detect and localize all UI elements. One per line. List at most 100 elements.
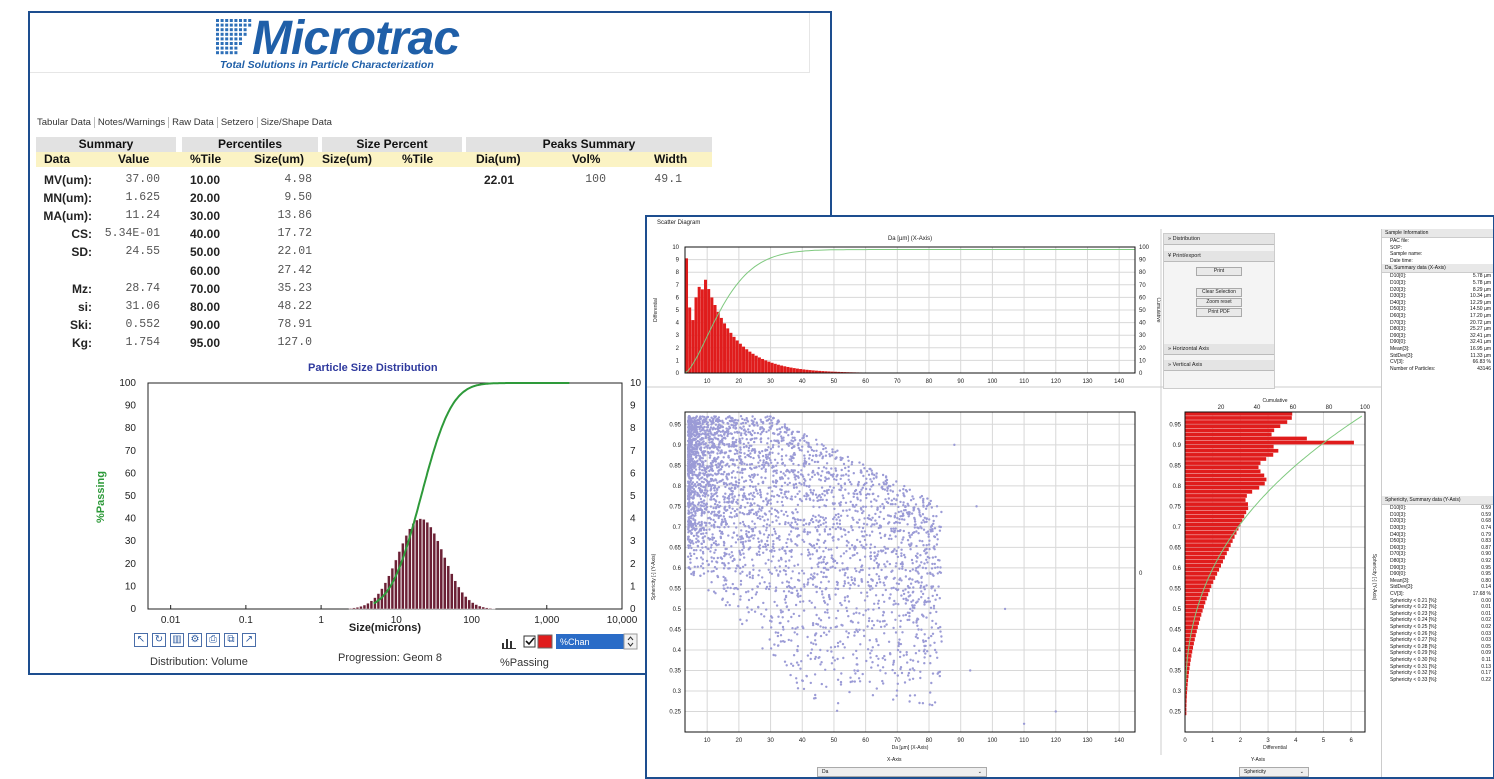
export-icon[interactable]: ↗ (242, 633, 256, 647)
scatter-point (790, 639, 793, 642)
spin-icon[interactable] (623, 633, 638, 650)
scatter-point (707, 436, 710, 439)
percentile-tile: 60.00 (190, 263, 221, 278)
scatter-point (855, 569, 858, 573)
hist-bar (827, 371, 831, 373)
hist-bar (783, 366, 787, 373)
psd-bar (485, 607, 489, 610)
scatter-point (724, 583, 728, 586)
scatter-point (801, 538, 804, 542)
y-tick-label: 9 (676, 258, 680, 264)
scatter-point (769, 502, 772, 505)
zoom-reset-button[interactable]: Zoom reset (1196, 298, 1242, 307)
scatter-point (785, 545, 789, 549)
hist-bar (1185, 481, 1265, 486)
col-tile: %Tile (190, 152, 222, 166)
y-axis-select[interactable]: Sphericity ⌄ (1239, 767, 1309, 777)
hist-bar (704, 279, 708, 373)
scatter-point (822, 541, 826, 544)
distribution-expander[interactable]: » Distribution (1164, 234, 1274, 245)
channel-select-box[interactable] (556, 634, 624, 649)
scatter-point (813, 673, 817, 676)
hist-bar (1185, 703, 1187, 707)
scatter-point (723, 498, 726, 501)
vertical-axis-expander[interactable]: » Vertical Axis (1164, 360, 1274, 371)
col-vol: Vol% (572, 152, 601, 166)
tab-raw-data[interactable]: Raw Data (169, 117, 218, 128)
scatter-point (899, 562, 903, 566)
bar-graph-icon[interactable] (502, 639, 516, 649)
percentile-size: 35.23 (277, 281, 312, 295)
scatter-point (860, 591, 863, 594)
horizontal-axis-expander[interactable]: » Horizontal Axis (1164, 344, 1274, 355)
scatter-point (702, 466, 706, 469)
scatter-point (882, 610, 885, 614)
print-export-expander[interactable]: ¥ Print/export (1164, 251, 1274, 262)
print-icon[interactable]: ⎙ (206, 633, 220, 647)
scatter-point (741, 542, 745, 546)
copy-icon[interactable]: ⧉ (224, 633, 238, 647)
print-button[interactable]: Print (1196, 267, 1242, 276)
scatter-point (760, 476, 763, 479)
hist-bar (814, 370, 818, 373)
scatter-point (730, 493, 734, 496)
scatter-point (796, 503, 800, 507)
tab-size-shape-data[interactable]: Size/Shape Data (260, 117, 332, 128)
scatter-point (717, 438, 720, 441)
scatter-point (712, 569, 715, 573)
scatter-point (780, 491, 783, 495)
scatter-point (770, 616, 774, 619)
scatter-point (706, 426, 710, 429)
scatter-point (750, 503, 753, 507)
scatter-point (868, 567, 871, 570)
scatter-point (886, 489, 889, 492)
scatter-point (756, 504, 759, 507)
scatter-point (926, 650, 929, 653)
percentile-tile: 50.00 (190, 245, 221, 260)
scatter-point (896, 555, 900, 559)
scatter-point (925, 520, 928, 523)
scatter-point (870, 480, 873, 483)
scatter-point (778, 432, 781, 436)
scatter-point (710, 581, 713, 584)
x-axis-select[interactable]: Da ⌄ (817, 767, 987, 777)
scatter-point (925, 558, 928, 561)
scatter-point (894, 535, 897, 538)
scatter-point (916, 624, 919, 627)
scatter-point (739, 446, 742, 449)
scatter-point (865, 591, 869, 594)
hist-bar (694, 297, 698, 373)
scatter-point (698, 457, 701, 461)
scatter-point (897, 546, 900, 549)
channel-select[interactable]: %Chan (560, 637, 590, 647)
scatter-point (711, 427, 715, 430)
pointer-icon[interactable]: ↖ (134, 633, 148, 647)
clear-selection-button[interactable]: Clear Selection (1196, 288, 1242, 297)
scatter-point (788, 428, 791, 431)
scatter-point (915, 530, 918, 533)
tab-setzero[interactable]: Setzero (218, 117, 258, 128)
tab-notes-warnings[interactable]: Notes/Warnings (95, 117, 170, 128)
scatter-point (738, 437, 741, 441)
scatter-point (751, 485, 755, 488)
scatter-point (910, 600, 913, 603)
scatter-point (904, 568, 907, 572)
color-swatch[interactable] (537, 634, 553, 649)
hist-bar (697, 286, 701, 373)
scatter-point (902, 529, 905, 533)
print-pdf-button[interactable]: Print PDF (1196, 308, 1242, 317)
scatter-point (688, 440, 691, 443)
scatter-point (811, 553, 814, 556)
refresh-icon[interactable]: ↻ (152, 633, 166, 647)
scatter-point (790, 456, 794, 460)
bar-chart-icon[interactable]: ▥ (170, 633, 184, 647)
scatter-point (703, 450, 707, 453)
scatter-point (709, 462, 713, 465)
checkbox[interactable] (523, 635, 536, 648)
scatter-point (871, 473, 874, 476)
logo-dot (234, 46, 238, 50)
tab-tabular-data[interactable]: Tabular Data (34, 117, 95, 128)
scatter-point (718, 501, 721, 504)
scatter-point (711, 419, 715, 423)
settings-icon[interactable]: ⚙ (188, 633, 202, 647)
